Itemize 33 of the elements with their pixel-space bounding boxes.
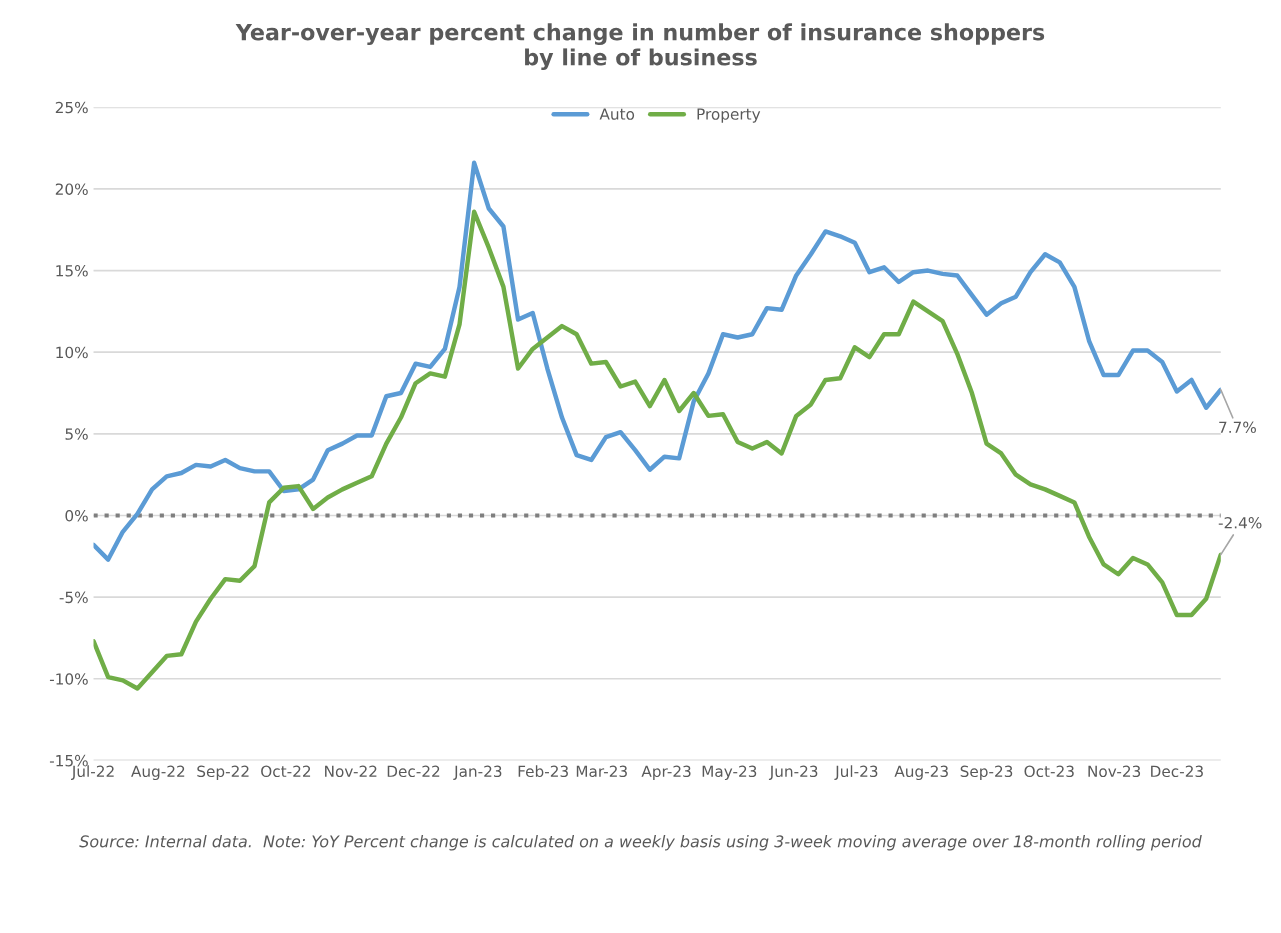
- x-tick-label: Nov-23: [1088, 765, 1141, 778]
- source-note: Source: Internal data. Note: YoY Percent change is calculated on a weekly basis using 3-week moving average over 18-month rolling period: [79, 835, 1202, 851]
- x-tick-label: Jun-23: [768, 765, 818, 780]
- x-tick-label: Dec-22: [387, 765, 440, 778]
- x-tick-label: Jan-23: [453, 765, 502, 780]
- y-tick-label: -10%: [49, 673, 88, 685]
- y-tick-label: 25%: [55, 101, 88, 114]
- y-tick-label: -15%: [49, 754, 88, 767]
- y-tick-label: 5%: [65, 428, 88, 440]
- y-tick-label: 15%: [56, 265, 88, 277]
- x-tick-label: Oct-22: [261, 765, 311, 778]
- x-tick-label: Apr-23: [641, 765, 691, 781]
- x-tick-label: Jul-22: [71, 765, 114, 780]
- chart-title: Year-over-year percent change in number of insurance shoppers by line of business: [235, 23, 1045, 71]
- x-tick-label: Nov-22: [325, 765, 377, 778]
- x-tick-label: Aug-22: [131, 765, 185, 781]
- x-tick-label: Sep-22: [197, 765, 249, 781]
- legend-label: Property: [697, 108, 761, 123]
- x-tick-label: Dec-23: [1151, 765, 1203, 778]
- y-tick-label: 0%: [65, 509, 88, 522]
- x-tick-label: Jul-23: [834, 765, 878, 780]
- annotation: -2.4%: [1218, 516, 1262, 529]
- x-tick-label: Oct-23: [1024, 765, 1074, 778]
- y-tick-label: 10%: [56, 346, 88, 359]
- x-tick-label: Sep-23: [960, 765, 1013, 781]
- y-tick-label: -5%: [59, 591, 88, 604]
- y-tick-label: 20%: [55, 183, 88, 195]
- annotation: 7.7%: [1219, 421, 1256, 434]
- x-tick-label: Feb-23: [518, 765, 568, 778]
- x-tick-label: Aug-23: [894, 765, 948, 781]
- x-tick-label: May-23: [702, 765, 757, 781]
- x-tick-label: Mar-23: [576, 765, 627, 778]
- legend-label: Auto: [599, 108, 635, 120]
